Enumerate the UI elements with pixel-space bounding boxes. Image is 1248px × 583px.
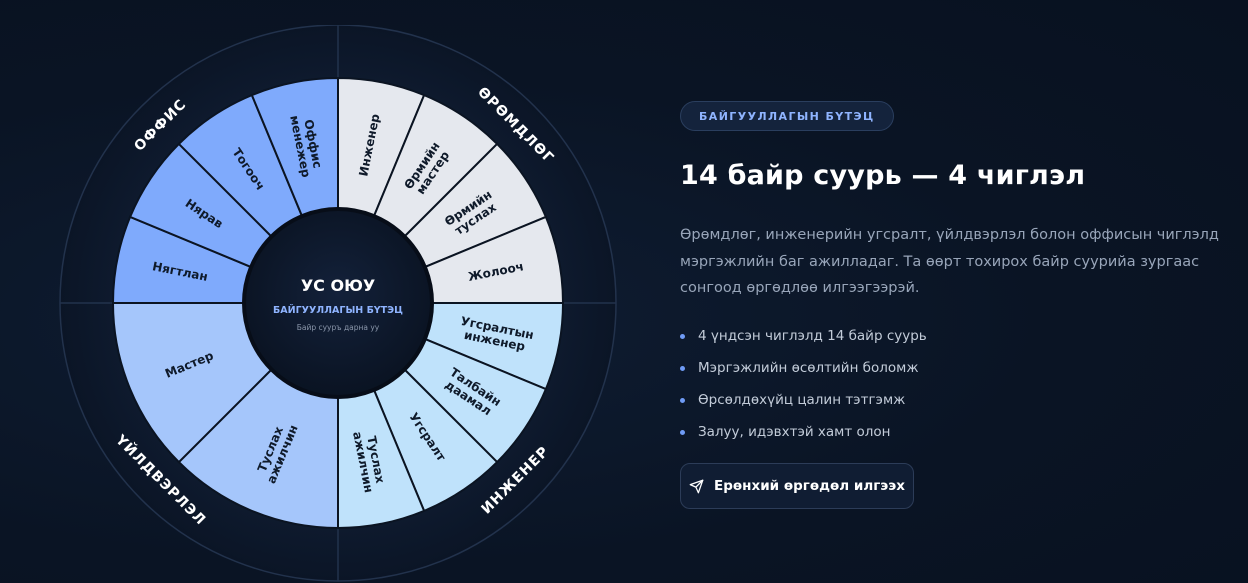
section-badge: БАЙГУУЛЛАГЫН БҮТЭЦ [680, 101, 894, 131]
feature-text: Өрсөлдөхүйц цалин тэтгэмж [698, 392, 906, 408]
description: Өрөмдлөг, инженерийн угсралт, үйлдвэрлэл… [680, 227, 1219, 296]
list-item: Өрсөлдөхүйц цалин тэтгэмж [680, 384, 927, 416]
center-hub [242, 207, 434, 399]
wheel-svg: Инженер ӨрмийнмастерӨрмийнтуслахЖолоочУгс… [59, 25, 617, 582]
feature-list: 4 үндсэн чиглэлд 14 байр суурь Мэргэжлий… [680, 320, 927, 448]
apply-button-label: Ерөнхий өргөдөл илгээх [714, 478, 905, 494]
feature-text: Залуу, идэвхтэй хамт олон [698, 424, 891, 440]
page-title: 14 байр суурь — 4 чиглэл [680, 160, 1086, 191]
center-subtitle: Байр сууръ дарна уу [297, 323, 380, 332]
bullet-dot [680, 333, 685, 339]
structure-wheel: Инженер Өрмийнмастер Өрмийнтуслах Жолооч Угс… [58, 25, 618, 583]
feature-text: 4 үндсэн чиглэлд 14 байр суурь [698, 328, 927, 344]
list-item: Мэргэжлийн өсөлтийн боломж [680, 352, 927, 384]
center-title: БАЙГУУЛЛАГЫН БҮТЭЦ [273, 304, 403, 316]
apply-button[interactable]: Ерөнхий өргөдөл илгээх [680, 463, 914, 509]
send-icon [689, 479, 704, 494]
list-item: 4 үндсэн чиглэлд 14 байр суурь [680, 320, 927, 352]
bullet-dot [680, 365, 685, 371]
feature-text: Мэргэжлийн өсөлтийн боломж [698, 360, 919, 376]
bullet-dot [680, 429, 685, 435]
list-item: Залуу, идэвхтэй хамт олон [680, 416, 927, 448]
bullet-dot [680, 397, 685, 403]
center-brand: УС ОЮУ [301, 276, 375, 295]
